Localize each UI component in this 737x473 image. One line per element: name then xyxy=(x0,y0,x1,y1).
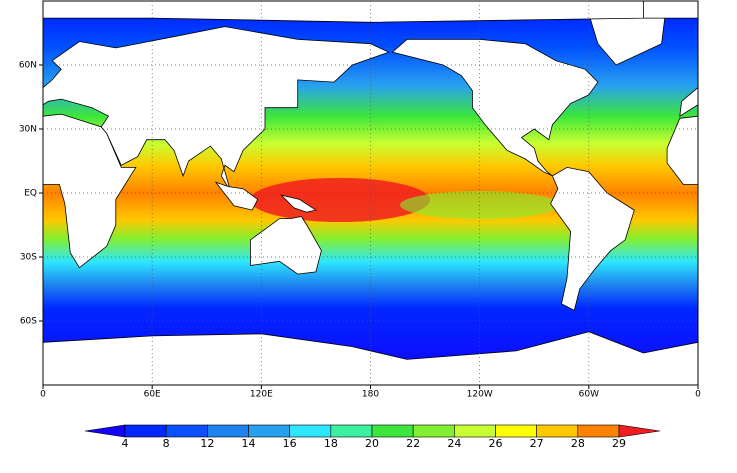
colorbar-label: 24 xyxy=(447,437,461,450)
colorbar-label: 12 xyxy=(200,437,214,450)
colorbar-label: 22 xyxy=(406,437,420,450)
land xyxy=(643,1,698,19)
map-area xyxy=(0,1,698,385)
colorbar-box xyxy=(165,424,208,438)
colorbar-arrow xyxy=(618,424,661,438)
colorbar-label: 27 xyxy=(530,437,544,450)
land xyxy=(249,216,322,275)
land xyxy=(679,87,698,117)
colorbar-box xyxy=(577,424,620,438)
colorbar-label: 18 xyxy=(324,437,338,450)
y-tick-label: 30N xyxy=(19,125,37,135)
warm-pool xyxy=(250,178,430,222)
land xyxy=(697,341,698,385)
land xyxy=(0,14,10,65)
colorbar-arrow xyxy=(84,424,126,438)
x-tick-label: 0 xyxy=(40,390,46,400)
colorbar-box xyxy=(207,424,249,438)
x-tick-label: 120E xyxy=(250,390,273,400)
colorbar-label: 14 xyxy=(242,437,256,450)
colorbar-label: 20 xyxy=(365,437,379,450)
colorbar-box xyxy=(289,424,332,438)
land xyxy=(280,194,317,213)
colorbar-box xyxy=(536,424,579,438)
land xyxy=(214,181,259,211)
colorbar-label: 4 xyxy=(122,437,129,450)
colorbar-box xyxy=(495,424,537,438)
colorbar-box xyxy=(412,424,455,438)
x-tick-label: 60E xyxy=(144,390,161,400)
x-tick-label: 180 xyxy=(362,390,379,400)
x-tick-label: 120W xyxy=(467,390,493,400)
land xyxy=(43,26,390,192)
y-tick-label: 30S xyxy=(20,253,37,263)
colorbar-label: 29 xyxy=(612,437,626,450)
y-tick-label: EQ xyxy=(24,189,37,199)
colorbar-label: 8 xyxy=(163,437,170,450)
land xyxy=(43,1,644,23)
colorbar-box xyxy=(454,424,496,438)
colorbar-box xyxy=(371,424,414,438)
colorbar-box xyxy=(330,424,373,438)
colorbar-label: 26 xyxy=(489,437,503,450)
land xyxy=(43,341,44,385)
colorbar-label: 28 xyxy=(571,437,585,450)
land xyxy=(43,331,698,385)
colorbar-box xyxy=(124,424,167,438)
land xyxy=(43,113,137,269)
y-tick-label: 60S xyxy=(20,317,37,327)
land xyxy=(391,39,599,177)
x-tick-label: 60W xyxy=(579,390,599,400)
colorbar-box xyxy=(248,424,290,438)
x-tick-label: 0 xyxy=(695,390,701,400)
colorbar-label: 16 xyxy=(283,437,297,450)
land xyxy=(550,166,635,311)
land xyxy=(666,115,698,185)
colorbar: 4 8 12 14 16 18 20 22 24 26 27 28 29 xyxy=(84,424,661,450)
y-tick-label: 60N xyxy=(19,61,37,71)
